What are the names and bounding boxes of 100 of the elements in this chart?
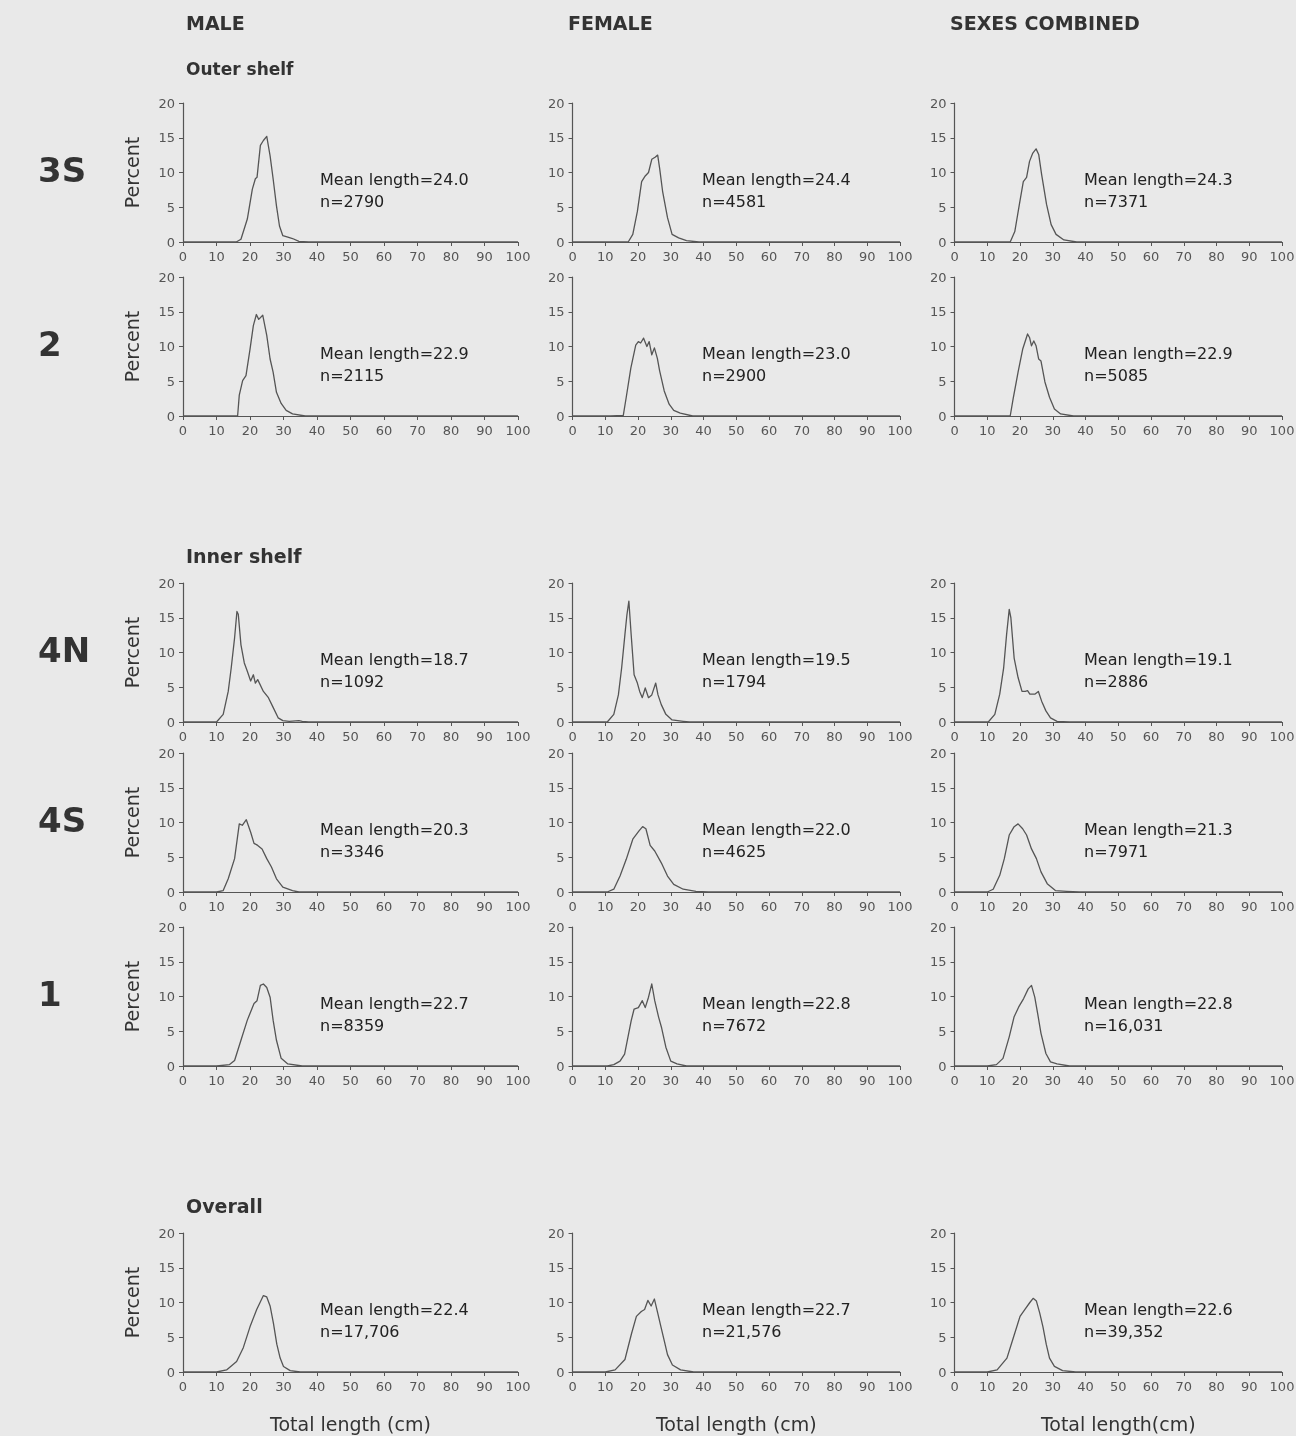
annotation: Mean length=24.4: [702, 169, 851, 189]
x-tick-label: 30: [275, 729, 292, 744]
y-tick-label: 20: [158, 575, 175, 591]
x-tick-label: 60: [375, 899, 393, 914]
x-tick-label: 20: [1011, 1073, 1029, 1088]
y-tick-label: 0: [556, 714, 565, 730]
annotation: Mean length=22.7: [702, 1299, 851, 1319]
chart-title: Inner shelf: [186, 544, 303, 567]
x-tick-label: 60: [760, 423, 778, 438]
x-tick-label: 40: [308, 423, 326, 438]
y-tick-label: 20: [930, 269, 947, 285]
annotation: Mean length=19.5: [702, 649, 851, 669]
x-tick-label: 90: [476, 1379, 493, 1394]
x-tick-label: 50: [1110, 1073, 1127, 1088]
x-tick-label: 10: [208, 729, 225, 744]
x-tick-label: 70: [409, 899, 426, 914]
x-tick-label: 90: [858, 899, 876, 914]
x-tick-label: 30: [275, 249, 292, 264]
x-tick-label: 50: [342, 249, 359, 264]
x-tick-label: 80: [442, 423, 460, 438]
x-tick-label: 30: [662, 249, 680, 264]
y-tick-label: 5: [166, 679, 175, 695]
y-axis-title: Percent: [120, 960, 143, 1033]
x-tick-label: 70: [793, 1379, 811, 1394]
x-tick-label: 70: [409, 1073, 426, 1088]
y-tick-label: 0: [556, 1364, 565, 1380]
y-tick-label: 20: [158, 745, 175, 761]
x-tick-label: 40: [1077, 249, 1094, 264]
x-tick-label: 0: [950, 729, 959, 744]
x-tick-label: 80: [442, 1379, 460, 1394]
text: 3S: [38, 149, 87, 190]
y-tick-label: 0: [166, 884, 175, 900]
y-tick-label: 10: [158, 989, 175, 1004]
y-tick-label: 0: [166, 714, 175, 730]
x-tick-label: 0: [568, 729, 577, 744]
y-tick-label: 5: [556, 849, 565, 865]
y-tick-label: 20: [158, 95, 175, 111]
y-tick-label: 10: [158, 339, 175, 354]
annotation: n=4625: [702, 841, 767, 861]
annotation: n=7672: [702, 1015, 767, 1035]
x-tick-label: 0: [568, 423, 577, 438]
y-tick-label: 15: [930, 780, 947, 796]
x-tick-label: 20: [629, 729, 647, 744]
text: 4N: [38, 629, 91, 670]
y-axis-title: Percent: [120, 786, 143, 859]
x-tick-label: 20: [1011, 729, 1029, 744]
x-tick-label: 60: [1142, 423, 1160, 438]
x-tick-label: 10: [208, 423, 225, 438]
x-tick-label: 70: [1175, 899, 1193, 914]
y-tick-label: 15: [930, 304, 947, 320]
x-tick-label: 70: [1175, 423, 1193, 438]
x-tick-label: 20: [629, 1073, 647, 1088]
x-tick-label: 40: [1077, 423, 1094, 438]
x-tick-label: 50: [728, 729, 745, 744]
y-tick-label: 15: [930, 1260, 947, 1276]
x-tick-label: 50: [728, 1379, 745, 1394]
y-tick-label: 15: [548, 304, 565, 320]
y-tick-label: 10: [548, 1295, 565, 1310]
y-axis-title: Percent: [120, 1266, 143, 1339]
x-tick-label: 100: [887, 423, 913, 438]
x-tick-label: 100: [505, 729, 531, 744]
x-tick-label: 30: [1044, 249, 1062, 264]
x-tick-label: 90: [476, 899, 493, 914]
chart-title: Overall: [186, 1194, 263, 1217]
x-tick-label: 90: [1240, 249, 1258, 264]
x-tick-label: 60: [760, 249, 778, 264]
x-tick-label: 30: [662, 1379, 680, 1394]
x-tick-label: 50: [728, 423, 745, 438]
x-tick-label: 40: [695, 249, 712, 264]
x-tick-label: 50: [342, 729, 359, 744]
x-tick-label: 20: [629, 249, 647, 264]
x-tick-label: 20: [241, 1379, 259, 1394]
y-tick-label: 15: [548, 130, 565, 146]
x-tick-label: 0: [178, 1379, 188, 1394]
x-tick-label: 100: [887, 1073, 913, 1088]
x-tick-label: 60: [760, 1379, 778, 1394]
x-tick-label: 60: [375, 249, 393, 264]
chart-title: FEMALE: [568, 11, 653, 34]
x-tick-label: 70: [793, 1073, 811, 1088]
annotation: Mean length=24.0: [320, 169, 469, 189]
annotation: n=1794: [702, 671, 767, 691]
annotation: n=21,576: [702, 1321, 782, 1341]
x-axis-title: Total length (cm): [654, 1412, 817, 1435]
x-tick-label: 30: [662, 899, 680, 914]
y-tick-label: 15: [930, 954, 947, 970]
annotation: n=7371: [1084, 191, 1149, 211]
x-tick-label: 0: [178, 729, 188, 744]
x-tick-label: 40: [1077, 1073, 1094, 1088]
x-tick-label: 100: [887, 1379, 913, 1394]
text: 1: [38, 973, 62, 1014]
x-tick-label: 100: [505, 1379, 531, 1394]
x-tick-label: 40: [695, 1379, 712, 1394]
y-tick-label: 0: [938, 234, 947, 250]
y-tick-label: 5: [556, 1023, 565, 1039]
x-tick-label: 10: [979, 899, 996, 914]
y-tick-label: 10: [548, 339, 565, 354]
x-tick-label: 90: [1240, 1379, 1258, 1394]
x-tick-label: 100: [1269, 249, 1295, 264]
x-tick-label: 10: [597, 1379, 614, 1394]
y-tick-label: 15: [930, 130, 947, 146]
